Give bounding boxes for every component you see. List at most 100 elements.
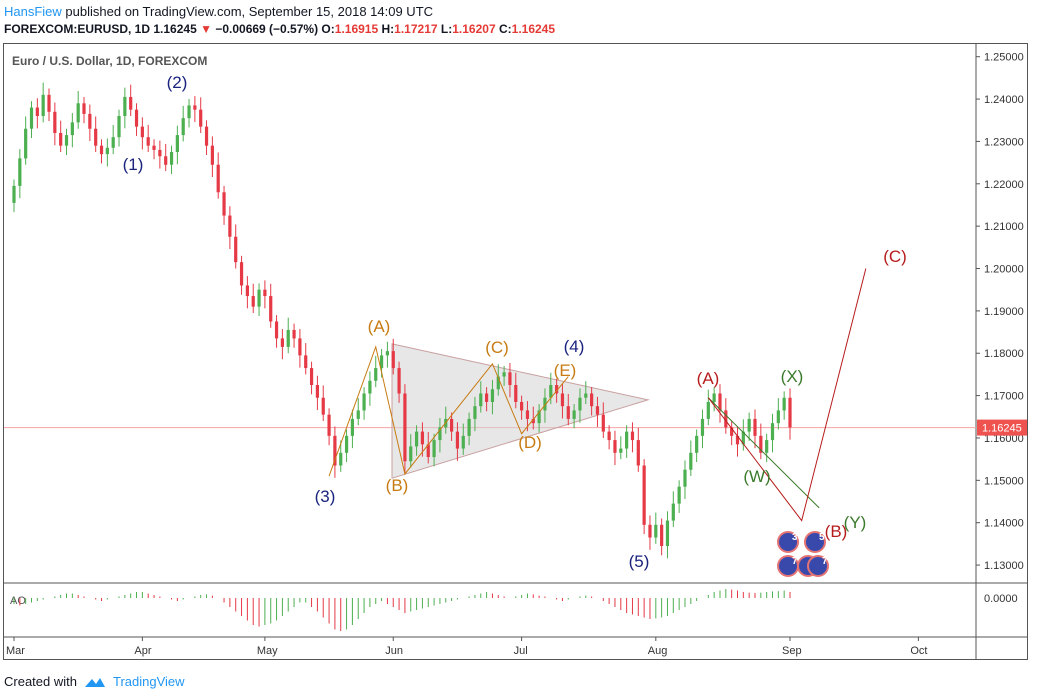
candle-body [625, 431, 629, 449]
candle-body [152, 145, 156, 150]
candle-body [24, 128, 28, 159]
candle-body [642, 465, 646, 525]
candle-body [234, 236, 238, 263]
x-tick-label: Sep [782, 645, 802, 657]
candle-body [379, 355, 384, 369]
candle-body [426, 444, 430, 458]
candle-body [770, 423, 775, 441]
x-tick-label: Mar [6, 645, 25, 657]
y-tick-label: 1.24000 [984, 94, 1024, 106]
candle-body [654, 524, 658, 538]
candle-body [193, 105, 197, 110]
candle-body [216, 164, 220, 193]
candle-body [449, 418, 454, 432]
candle-body [204, 126, 209, 146]
candle-body [677, 486, 681, 504]
candle-body [274, 321, 279, 339]
candle-body [683, 469, 687, 487]
tradingview-link[interactable]: TradingView [112, 674, 185, 689]
y-tick-label: 1.18000 [984, 348, 1024, 360]
candle-body [356, 410, 360, 419]
candle-body [706, 401, 710, 419]
candle-body [47, 94, 51, 112]
candle-body [333, 435, 337, 466]
ao-label: AO [10, 595, 26, 607]
candle-body [391, 351, 395, 369]
candle-body [502, 372, 506, 377]
candle-body [455, 431, 460, 449]
wave-label: (Y) [844, 513, 867, 532]
created-with-text: Created with [4, 674, 77, 689]
y-tick-label: 1.22000 [984, 179, 1024, 191]
candle-body [555, 385, 559, 394]
y-tick-label: 1.16000 [984, 433, 1024, 445]
candle-body [607, 431, 611, 441]
candle-body [309, 368, 314, 386]
footer: Created with TradingView [4, 674, 185, 689]
candle-body [158, 149, 162, 157]
candle-body [111, 137, 115, 148]
candle-body [566, 406, 570, 419]
wave-label: (4) [564, 337, 585, 356]
candle-body [572, 410, 576, 419]
candle-body [298, 338, 302, 356]
y-tick-label: 1.15000 [984, 475, 1024, 487]
down-arrow-icon: ▼ [200, 22, 212, 36]
candle-body [537, 410, 541, 424]
publish-info: HansFiew published on TradingView.com, S… [4, 4, 433, 19]
candle-body [560, 393, 565, 407]
candle-body [228, 215, 232, 237]
candle-body [169, 152, 174, 165]
candle-body [753, 418, 757, 436]
candle-body [123, 96, 127, 117]
symbol-label: FOREXCOM:EURUSD, 1D [4, 22, 151, 36]
symbol-info: FOREXCOM:EURUSD, 1D 1.16245 ▼ −0.00669 (… [4, 22, 555, 36]
candle-body [432, 440, 436, 458]
low-value: 1.16207 [452, 22, 496, 36]
candle-body [181, 118, 185, 136]
chart-frame[interactable] [3, 43, 1028, 660]
candle-body [765, 440, 769, 453]
candle-body [88, 113, 92, 129]
candle-body [525, 410, 530, 419]
candle-body [479, 393, 483, 407]
candle-body [257, 289, 261, 307]
candle-body [514, 385, 518, 402]
candle-body [496, 376, 500, 390]
author-link[interactable]: HansFiew [4, 4, 62, 19]
candle-body [665, 520, 670, 546]
candle-body [543, 397, 547, 411]
event-badge-icon [777, 531, 799, 553]
candle-body [368, 380, 372, 394]
candle-body [490, 389, 495, 402]
candle-body [397, 368, 401, 394]
last-price: 1.16245 [153, 22, 197, 36]
last-price-label: 1.16245 [982, 423, 1022, 435]
candle-body [280, 338, 284, 347]
candle-body [327, 414, 331, 436]
wave-label: (C) [883, 247, 907, 266]
candle-body [251, 296, 255, 307]
wave-label: (B) [825, 522, 848, 541]
wave-label: (2) [167, 73, 188, 92]
y-wave-projection [707, 397, 820, 509]
event-badge-icon [807, 555, 829, 577]
close-value: 1.16245 [511, 22, 556, 36]
candle-body [788, 397, 792, 428]
triangle-pattern [391, 343, 650, 479]
wave-label: (A) [368, 317, 391, 336]
candle-body [484, 393, 489, 402]
x-tick-label: Jun [385, 645, 403, 657]
candle-body [520, 401, 524, 411]
candle-body [199, 109, 203, 127]
candle-body [140, 126, 144, 138]
wave-label: (1) [123, 155, 144, 174]
price-change: −0.00669 (−0.57%) [215, 22, 319, 36]
candle-body [636, 440, 640, 466]
candle-body [82, 103, 86, 114]
candle-body [222, 192, 226, 216]
candle-body [263, 289, 267, 297]
candle-body [146, 137, 150, 146]
tradingview-logo-icon [84, 677, 105, 687]
